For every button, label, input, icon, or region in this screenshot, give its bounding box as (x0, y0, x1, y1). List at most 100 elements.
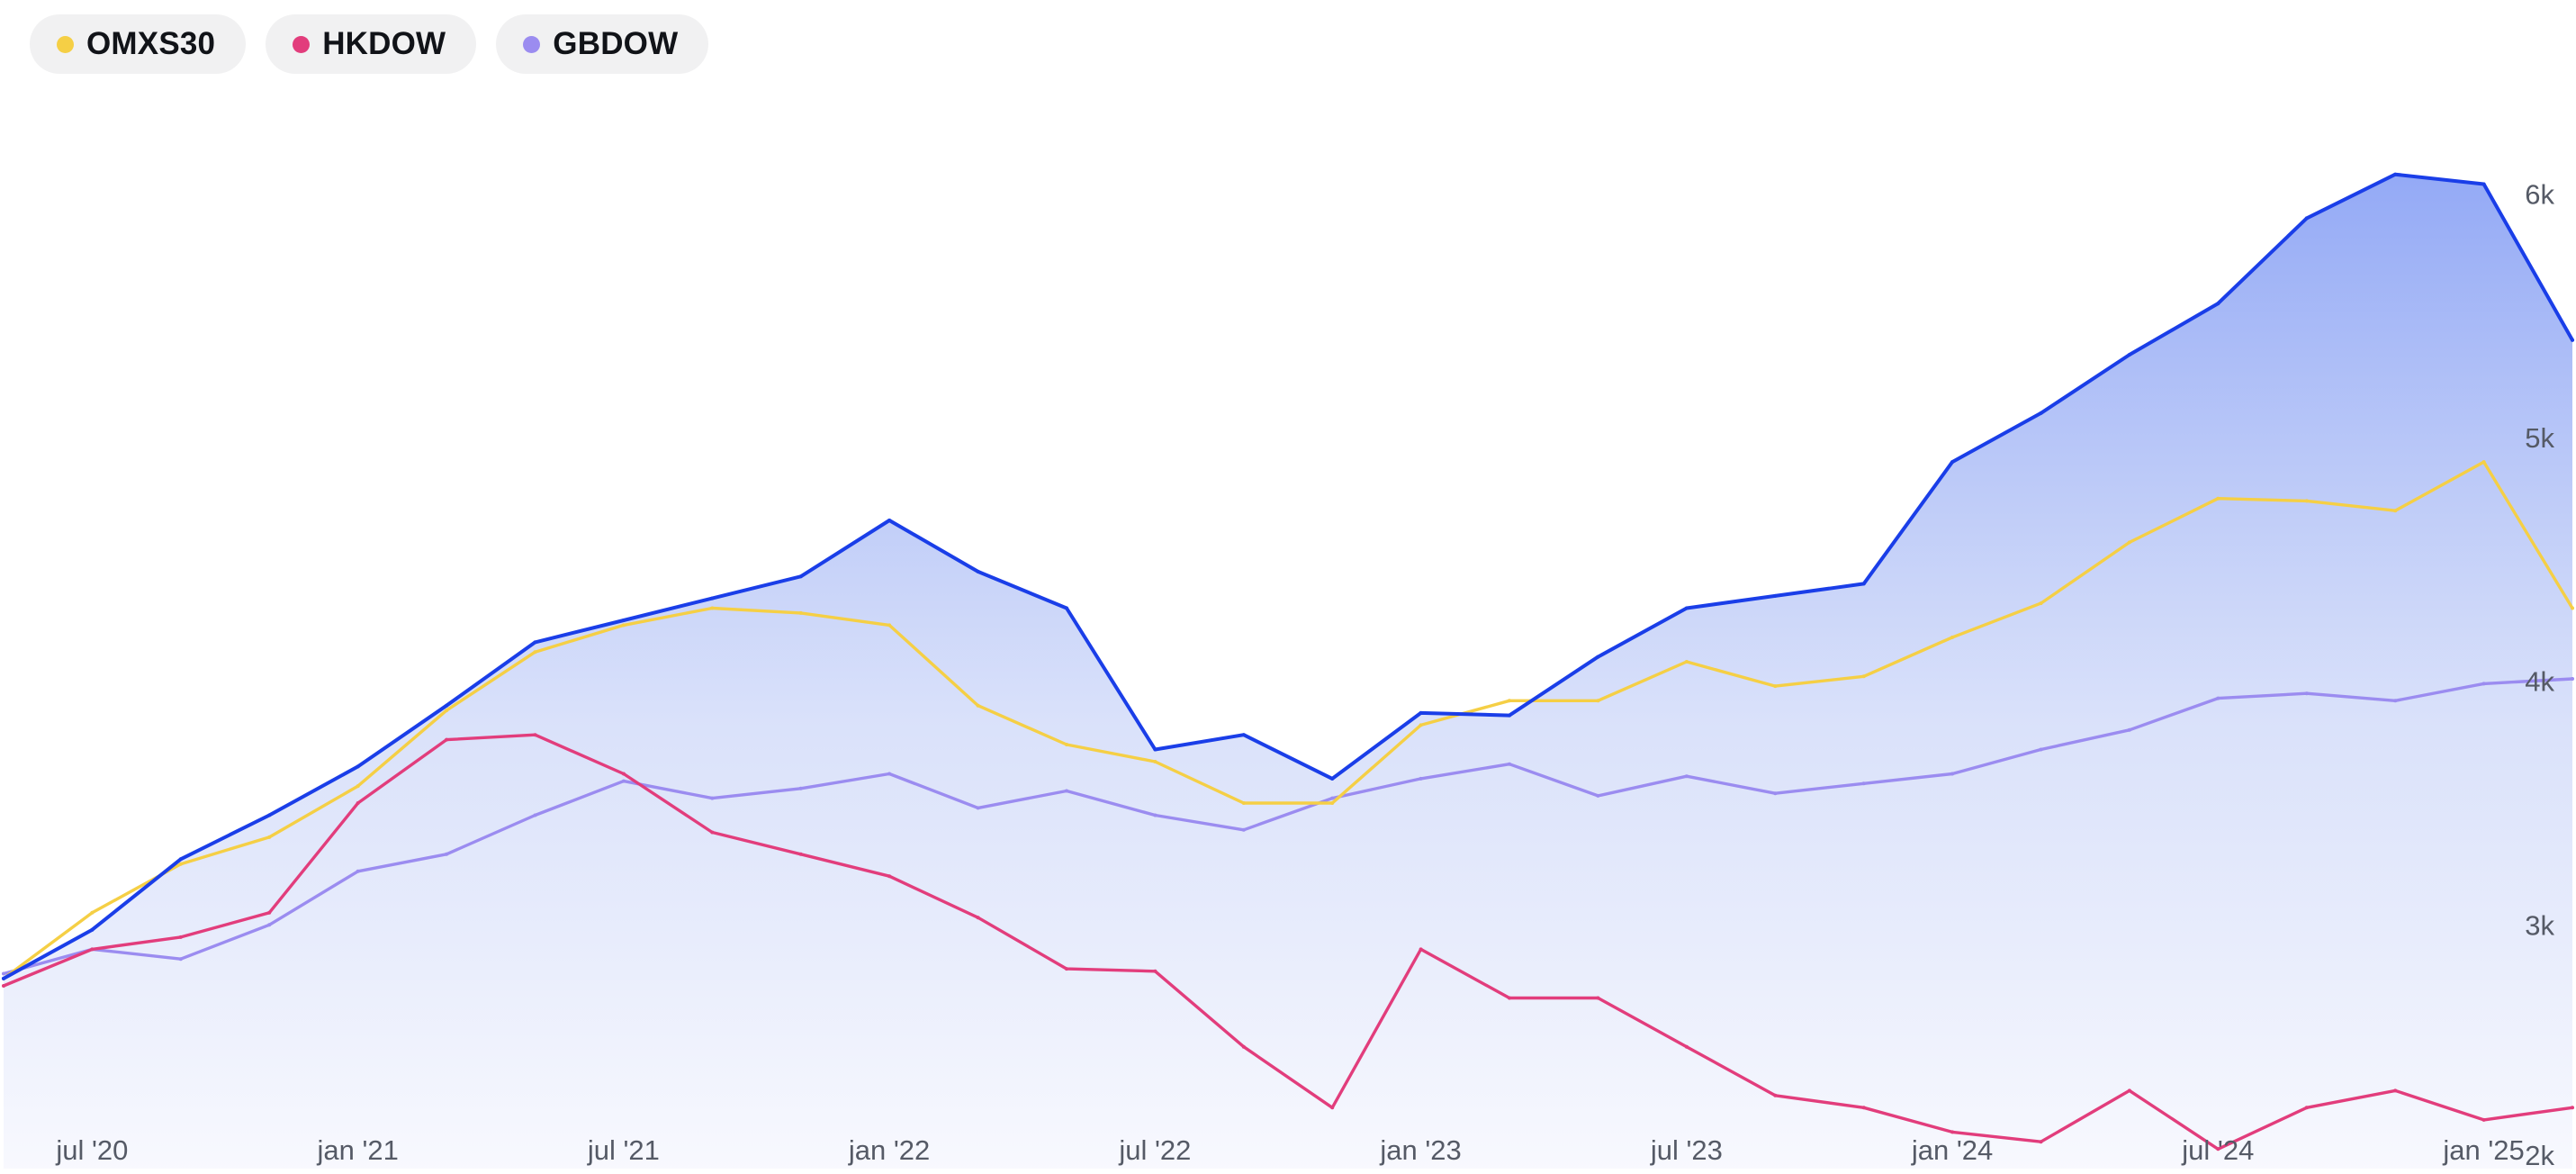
data-point-hkdow-23 (2039, 1140, 2043, 1144)
data-point-gbdow-9 (798, 786, 803, 790)
data-point-omxs30-26 (2304, 499, 2309, 503)
data-point-main-25 (2216, 302, 2220, 306)
data-point-hkdow-24 (2127, 1088, 2131, 1093)
data-point-main-22 (1950, 460, 1955, 465)
data-point-main-27 (2393, 172, 2398, 176)
data-point-omxs30-12 (1065, 743, 1068, 746)
data-point-omxs30-27 (2393, 509, 2398, 513)
data-point-main-24 (2127, 353, 2131, 357)
data-point-gbdow-19 (1684, 774, 1689, 779)
data-point-omxs30-21 (1861, 674, 1866, 679)
data-point-omxs30-16 (1419, 723, 1423, 727)
legend-dot-gbdow (523, 35, 541, 53)
data-point-omxs30-14 (1241, 801, 1246, 805)
data-point-gbdow-2 (178, 957, 183, 962)
data-point-hkdow-18 (1596, 996, 1600, 1000)
legend-chip-gbdow[interactable]: GBDOW (496, 14, 709, 74)
legend-label-gbdow: GBDOW (553, 26, 679, 61)
data-point-hkdow-5 (445, 737, 449, 742)
series-line-main (2, 172, 2574, 980)
data-point-omxs30-7 (621, 623, 626, 628)
data-point-hkdow-3 (267, 910, 272, 915)
data-point-gbdow-27 (2393, 699, 2398, 703)
data-point-main-20 (1773, 593, 1778, 598)
data-point-gbdow-20 (1773, 791, 1778, 796)
data-point-main-12 (1065, 606, 1068, 610)
line-layer (2, 172, 2574, 1151)
data-point-main-13 (1153, 747, 1157, 752)
x-tick-label: jan '22 (848, 1134, 930, 1166)
data-point-hkdow-13 (1153, 969, 1157, 973)
data-point-gbdow-4 (356, 869, 360, 873)
x-tick-label: jan '25 (2442, 1134, 2524, 1166)
data-point-hkdow-0 (2, 984, 5, 988)
data-point-main-21 (1861, 582, 1866, 586)
data-point-omxs30-23 (2039, 601, 2043, 606)
data-point-omxs30-6 (533, 650, 537, 655)
x-tick-label: jan '24 (1911, 1134, 1993, 1166)
x-tick-label: jul '20 (55, 1134, 128, 1166)
data-point-gbdow-5 (445, 852, 449, 856)
data-point-hkdow-16 (1419, 947, 1423, 952)
data-point-hkdow-21 (1861, 1106, 1866, 1110)
chart-legend: OMXS30 HKDOW GBDOW (30, 14, 709, 74)
data-point-main-10 (887, 519, 892, 522)
y-axis: 2k 3k 4k 5k 6k (2525, 178, 2554, 1171)
data-point-hkdow-1 (90, 947, 95, 952)
data-point-omxs30-13 (1153, 760, 1157, 763)
data-point-hkdow-20 (1773, 1093, 1778, 1097)
data-point-main-4 (356, 764, 360, 769)
data-point-gbdow-15 (1330, 796, 1335, 800)
data-point-hkdow-2 (178, 935, 183, 939)
data-point-main-15 (1330, 776, 1335, 781)
data-point-omxs30-28 (2481, 460, 2486, 465)
data-point-gbdow-6 (533, 813, 537, 817)
data-point-main-0 (2, 976, 5, 980)
data-point-gbdow-29 (2571, 677, 2574, 681)
data-point-omxs30-11 (976, 703, 980, 708)
y-tick-label: 4k (2525, 666, 2554, 698)
legend-chip-omxs30[interactable]: OMXS30 (30, 14, 247, 74)
data-point-gbdow-22 (1950, 772, 1955, 776)
data-point-hkdow-4 (356, 801, 360, 805)
data-point-omxs30-4 (356, 784, 360, 789)
data-point-omxs30-17 (1508, 699, 1511, 703)
data-point-main-1 (90, 927, 95, 932)
data-point-omxs30-19 (1684, 660, 1689, 664)
data-point-main-18 (1596, 655, 1600, 659)
data-point-hkdow-25 (2216, 1147, 2220, 1151)
series-line-hkdow (2, 733, 2574, 1151)
data-point-hkdow-8 (710, 830, 715, 835)
legend-chip-hkdow[interactable]: HKDOW (266, 14, 477, 74)
legend-label-omxs30: OMXS30 (86, 26, 216, 61)
data-point-hkdow-28 (2481, 1117, 2486, 1122)
x-axis: jul '20 jan '21 jul '21 jan '22 jul '22 jan '… (55, 1134, 2524, 1166)
data-point-gbdow-24 (2127, 727, 2131, 732)
data-point-hkdow-17 (1508, 996, 1511, 1000)
data-point-main-3 (267, 813, 272, 817)
legend-dot-hkdow (293, 35, 311, 53)
data-point-main-29 (2571, 338, 2574, 342)
data-point-omxs30-1 (90, 910, 95, 915)
data-point-omxs30-25 (2216, 496, 2220, 501)
data-point-omxs30-22 (1950, 635, 1955, 639)
data-point-gbdow-28 (2481, 682, 2486, 686)
data-point-gbdow-23 (2039, 747, 2043, 752)
data-point-omxs30-3 (267, 835, 272, 839)
y-tick-label: 2k (2525, 1140, 2554, 1171)
data-point-omxs30-8 (710, 606, 715, 610)
data-point-gbdow-0 (2, 971, 5, 976)
data-point-gbdow-8 (710, 796, 715, 800)
y-tick-label: 3k (2525, 909, 2554, 941)
data-point-hkdow-26 (2304, 1106, 2309, 1110)
data-point-gbdow-26 (2304, 691, 2309, 696)
data-point-main-28 (2481, 182, 2486, 186)
data-point-main-17 (1508, 713, 1511, 718)
series-line-omxs30 (2, 460, 2574, 980)
data-point-main-8 (710, 596, 715, 601)
area-layer (4, 174, 2572, 1169)
data-point-gbdow-12 (1065, 789, 1068, 793)
data-point-omxs30-20 (1773, 684, 1778, 689)
data-point-hkdow-12 (1065, 967, 1068, 971)
